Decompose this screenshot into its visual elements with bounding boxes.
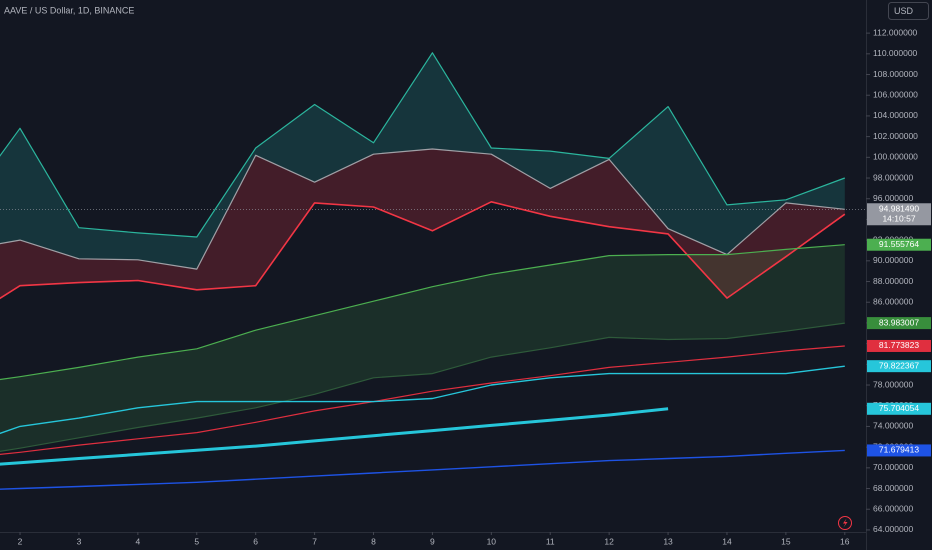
x-tick-label: 13	[663, 536, 673, 546]
currency-box[interactable]	[888, 2, 929, 20]
price-label-box	[867, 203, 931, 226]
x-tick-label: 3	[77, 536, 82, 546]
band-fill	[0, 149, 845, 299]
series-line	[0, 407, 669, 466]
y-tick-label: 104.000000	[873, 110, 918, 120]
price-label: 91.555764	[879, 239, 919, 249]
y-tick-label: 90.000000	[873, 255, 913, 265]
currency[interactable]: USD	[894, 6, 914, 16]
x-tick-label: 2	[18, 536, 23, 546]
x-tick-label: 4	[135, 536, 140, 546]
price-label: 79.822367	[879, 360, 919, 370]
y-tick-label: 110.000000	[873, 48, 918, 58]
x-tick-label: 5	[194, 536, 199, 546]
lightning-icon[interactable]	[838, 516, 852, 530]
countdown: 14:10:57	[882, 214, 915, 224]
series-line	[0, 244, 845, 381]
x-tick-label: 8	[371, 536, 376, 546]
y-tick-label: 68.000000	[873, 483, 913, 493]
series-line	[0, 201, 846, 300]
y-tick-label: 86.000000	[873, 296, 913, 306]
price-label-box	[867, 317, 931, 330]
y-tick-label: 106.000000	[873, 89, 918, 99]
price-label: 83.983007	[879, 317, 919, 327]
x-tick-label: 15	[781, 536, 791, 546]
band-fill	[0, 244, 845, 452]
y-tick-label: 66.000000	[873, 503, 913, 513]
series-line	[0, 345, 845, 456]
x-tick-label: 9	[430, 536, 435, 546]
y-tick-label: 102.000000	[873, 131, 918, 141]
price-label: 81.773823	[879, 340, 919, 350]
price-label-box	[867, 402, 931, 415]
series-line	[0, 148, 845, 270]
price-label-box	[867, 444, 931, 457]
x-tick-label: 11	[546, 536, 555, 546]
price-label-box	[867, 238, 931, 251]
price-label-box	[867, 360, 931, 373]
x-tick-label: 10	[487, 536, 497, 546]
y-tick-label: 108.000000	[873, 69, 918, 79]
y-tick-label: 70.000000	[873, 462, 913, 472]
x-tick-label: 6	[253, 536, 258, 546]
y-tick-label: 74.000000	[873, 421, 913, 431]
chart-title: AAVE / US Dollar, 1D, BINANCE	[4, 5, 134, 15]
plot-area	[0, 52, 866, 490]
series-line	[0, 365, 845, 435]
price-label: 94.981490	[879, 204, 919, 214]
y-tick-label: 96.000000	[873, 193, 913, 203]
price-label: 75.704054	[879, 403, 919, 413]
series-line	[0, 449, 845, 490]
x-tick-label: 14	[722, 536, 732, 546]
x-tick-label: 7	[312, 536, 317, 546]
price-label-box	[867, 339, 931, 352]
x-tick-label: 16	[840, 536, 850, 546]
series-line	[0, 322, 845, 452]
y-tick-label: 88.000000	[873, 276, 913, 286]
series-line	[0, 52, 846, 238]
y-tick-label: 98.000000	[873, 172, 913, 182]
y-tick-label: 64.000000	[873, 524, 913, 534]
price-label: 71.679413	[879, 445, 919, 455]
band-fill	[0, 52, 845, 270]
y-tick-label: 100.000000	[873, 152, 918, 162]
y-tick-label: 78.000000	[873, 379, 913, 389]
y-tick-label: 112.000000	[873, 27, 918, 37]
x-tick-label: 12	[604, 536, 614, 546]
